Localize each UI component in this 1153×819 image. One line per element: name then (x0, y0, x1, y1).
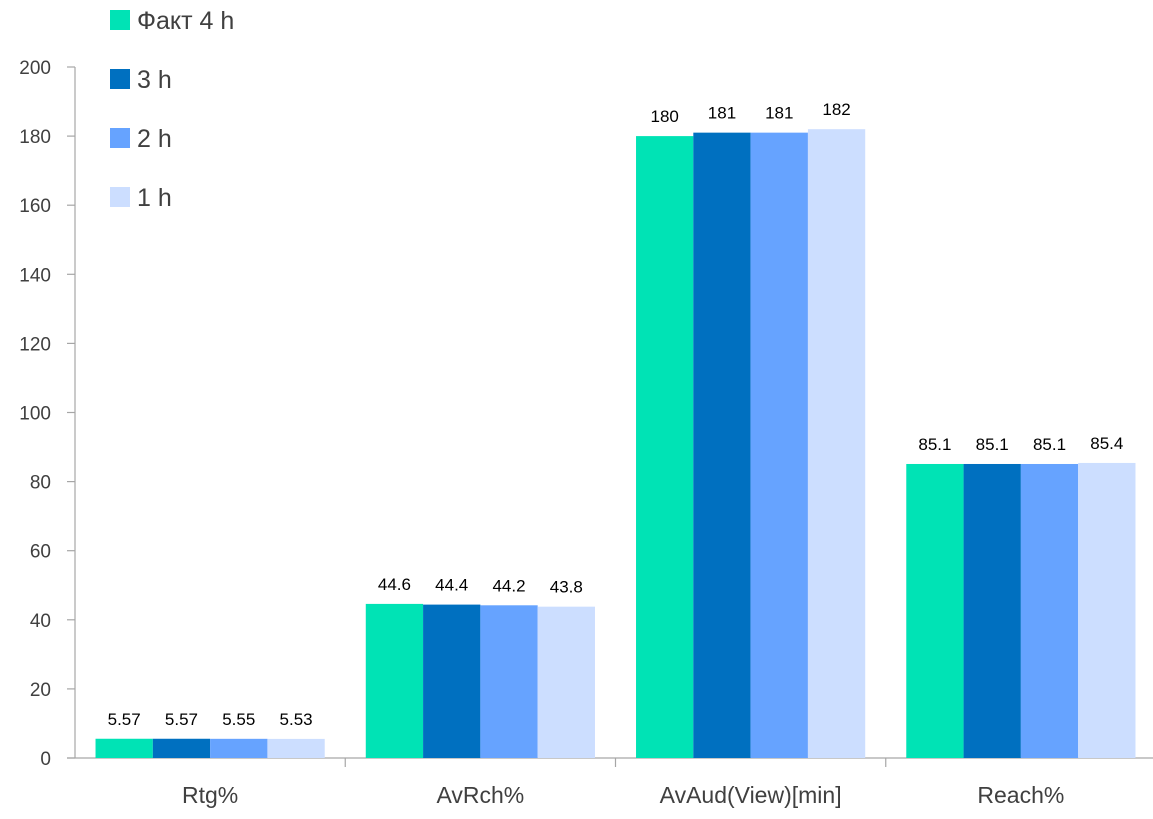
bar (750, 132, 808, 758)
data-label: 5.53 (280, 710, 313, 729)
bar (693, 132, 751, 758)
data-label: 181 (708, 104, 736, 123)
legend-label: 2 h (137, 125, 172, 153)
bar (537, 606, 595, 758)
legend-swatch (110, 128, 130, 148)
bars (95, 129, 1136, 759)
y-tick-label: 20 (30, 680, 51, 701)
data-label: 44.6 (378, 575, 411, 594)
data-label: 85.1 (976, 435, 1009, 454)
x-category-label: Reach% (977, 782, 1064, 808)
y-tick-label: 180 (19, 127, 51, 148)
legend-swatch (110, 187, 130, 207)
y-tick-label: 100 (19, 404, 51, 425)
bar (423, 604, 481, 758)
bar (963, 463, 1021, 758)
data-label: 5.57 (108, 710, 141, 729)
data-label: 85.1 (1033, 435, 1066, 454)
legend-swatch (110, 69, 130, 89)
bar (210, 738, 268, 758)
bar (480, 605, 538, 758)
x-category-label: Rtg% (182, 782, 238, 808)
bar (1078, 462, 1136, 758)
data-label: 181 (765, 104, 793, 123)
legend-label: 1 h (137, 184, 172, 212)
legend-label: Факт 4 h (137, 7, 234, 35)
y-tick-label: 0 (40, 749, 51, 770)
y-tick-label: 140 (19, 265, 51, 286)
bar (365, 603, 424, 758)
y-tick-label: 160 (19, 196, 51, 217)
bar (95, 738, 153, 758)
data-label: 44.4 (435, 576, 468, 595)
y-tick-label: 200 (19, 58, 51, 79)
axes: 0 20 40 60 80 100 120 140 160 180 200 Rtg% AvRch% AvA… (19, 58, 1153, 808)
x-category-label: AvRch% (436, 782, 524, 808)
bar (267, 738, 325, 758)
y-tick-label: 60 (30, 542, 51, 563)
legend-swatch (110, 10, 130, 30)
data-label: 85.4 (1090, 434, 1123, 453)
data-label: 180 (650, 107, 678, 126)
bar (807, 129, 866, 758)
legend-label: 3 h (137, 66, 172, 94)
bar (152, 738, 211, 758)
x-category-label: AvAud(View)[min] (660, 782, 842, 808)
legend: Факт 4 h 3 h 2 h 1 h (110, 7, 234, 212)
data-labels: 5.57 44.6 180 85.1 5.57 44.4 181 85.1 5.55 44.2 18… (108, 100, 1124, 729)
data-label: 182 (822, 100, 850, 119)
y-tick-label: 80 (30, 473, 51, 494)
data-label: 44.2 (492, 576, 525, 595)
data-label: 85.1 (918, 435, 951, 454)
bar (1020, 463, 1079, 758)
data-label: 5.57 (165, 710, 198, 729)
y-tick-label: 120 (19, 334, 51, 355)
bar (906, 463, 964, 758)
y-tick-label: 40 (30, 611, 51, 632)
bar (636, 136, 694, 759)
data-label: 5.55 (222, 710, 255, 729)
data-label: 43.8 (550, 578, 583, 597)
